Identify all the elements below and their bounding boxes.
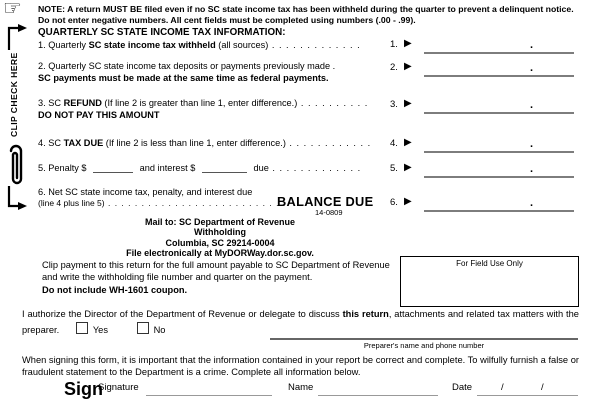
dot-leader: . . . . . . . . . . . . . . . . . . . . … <box>104 198 287 208</box>
arrowhead-icon: ▶ <box>404 98 412 109</box>
line4-amount-field[interactable]: . <box>424 138 574 153</box>
mailto-line1: Mail to: SC Department of Revenue <box>144 217 296 227</box>
line5-entry-number: 5. <box>390 163 398 174</box>
line1-amount-field[interactable]: . <box>424 39 574 54</box>
name-label: Name <box>288 382 314 393</box>
arrowhead-icon: ▶ <box>404 61 412 72</box>
line2-entry: 2. ▶ . <box>388 61 580 82</box>
line2-label: 2. Quarterly SC state income tax deposit… <box>38 61 336 71</box>
line4-entry: 4. ▶ . <box>388 137 580 158</box>
mailto-line2: Withholding <box>194 227 246 238</box>
line1-number: 1. <box>38 40 46 50</box>
decimal-point: . <box>530 39 534 51</box>
line6-entry: 6. ▶ . <box>388 196 580 217</box>
line4-entry-number: 4. <box>390 138 398 149</box>
penalty-amount-field[interactable] <box>93 162 134 173</box>
field-use-label: For Field Use Only <box>456 259 523 268</box>
note-text: NOTE: A return MUST BE filed even if no … <box>38 4 574 25</box>
line3-entry: 3. ▶ . <box>388 98 580 119</box>
line5-entry: 5. ▶ . <box>388 162 580 183</box>
line6-amount-field[interactable]: . <box>424 197 574 212</box>
line5-amount-field[interactable]: . <box>424 163 574 178</box>
line2-bold-note: SC payments must be made at the same tim… <box>38 73 329 83</box>
arrowhead-icon: ▶ <box>404 38 412 49</box>
yes-label: Yes <box>92 324 108 335</box>
line6-entry-number: 6. <box>390 197 398 208</box>
line4-number: 4. <box>38 138 46 148</box>
preparer-name-field[interactable]: Preparer's name and phone number <box>270 338 578 350</box>
mailto-line4: File electronically at MyDORWay.dor.sc.g… <box>126 248 314 259</box>
signature-label: Signature <box>98 382 139 393</box>
decimal-point: . <box>530 99 534 111</box>
bottom-corner-arrow-icon <box>5 184 29 212</box>
sign-label: Sign <box>64 379 103 399</box>
field-use-box: For Field Use Only <box>400 256 579 307</box>
arrowhead-icon: ▶ <box>404 162 412 173</box>
interest-amount-field[interactable] <box>201 162 247 173</box>
dot-leader: . . . . . . . . . . . . . <box>268 163 362 173</box>
authorization-statement: I authorize the Director of the Departme… <box>22 309 579 335</box>
mailto-block: Mail to: SC Department of Revenue Withho… <box>105 217 335 259</box>
clip-check-here-label: CLIP CHECK HERE <box>9 52 19 137</box>
line1-label: 1. Quarterly SC state income tax withhel… <box>38 40 361 50</box>
line3-bold-note: DO NOT PAY THIS AMOUNT <box>38 110 160 120</box>
line2-entry-number: 2. <box>390 62 398 73</box>
line1-entry-number: 1. <box>390 39 398 50</box>
balance-due-label: BALANCE DUE <box>277 194 374 209</box>
decimal-point: . <box>530 138 534 150</box>
date-label: Date <box>452 382 473 393</box>
no-coupon-note: Do not include WH-1601 coupon. <box>42 284 188 295</box>
decimal-point: . <box>530 163 534 175</box>
signature-line[interactable] <box>146 381 272 396</box>
line1-entry: 1. ▶ . <box>388 38 580 59</box>
date-slash: / <box>501 382 504 393</box>
line2-amount-field[interactable]: . <box>424 62 574 77</box>
paperclip-icon <box>2 139 30 191</box>
mailto-line3: Columbia, SC 29214-0004 <box>165 237 275 248</box>
name-line[interactable] <box>318 381 438 396</box>
dot-leader: . . . . . . . . . . . . . <box>268 40 361 50</box>
no-label: No <box>153 324 166 335</box>
section-heading: QUARTERLY SC STATE INCOME TAX INFORMATIO… <box>38 27 286 38</box>
preparer-caption: Preparer's name and phone number <box>363 341 485 350</box>
line4-label: 4. SC TAX DUE (If line 2 is less than li… <box>38 138 372 148</box>
line6-sublabel: (line 4 plus line 5) . . . . . . . . . .… <box>38 198 287 208</box>
line5-number: 5. <box>38 163 46 173</box>
arrowhead-icon: ▶ <box>404 196 412 207</box>
form-code: 14-0809 <box>315 208 343 217</box>
decimal-point: . <box>530 197 534 209</box>
line3-entry-number: 3. <box>390 99 398 110</box>
arrowhead-icon: ▶ <box>404 137 412 148</box>
decimal-point: . <box>530 62 534 74</box>
line3-number: 3. <box>38 98 46 108</box>
date-slash: / <box>541 382 544 393</box>
line2-number: 2. <box>38 61 46 71</box>
line6-number: 6. <box>38 187 46 197</box>
yes-checkbox[interactable] <box>75 321 88 334</box>
dot-leader: . . . . . . . . . . . . <box>285 138 372 148</box>
line3-amount-field[interactable]: . <box>424 99 574 114</box>
line3-label: 3. SC REFUND (If line 2 is greater than … <box>38 98 369 108</box>
line6-label: 6. Net SC state income tax, penalty, and… <box>38 187 253 197</box>
no-checkbox[interactable] <box>136 321 149 334</box>
signing-warning: When signing this form, it is important … <box>22 355 579 377</box>
date-line[interactable]: / / <box>477 381 578 396</box>
clip-payment-instructions: Clip payment to this return for the full… <box>42 259 394 296</box>
top-corner-arrow-icon <box>5 22 29 52</box>
line5-label: 5. Penalty $ and interest $ due . . . . … <box>38 162 362 173</box>
pointing-hand-icon: ☞ <box>3 0 22 20</box>
dot-leader: . . . . . . . . . . <box>297 98 369 108</box>
